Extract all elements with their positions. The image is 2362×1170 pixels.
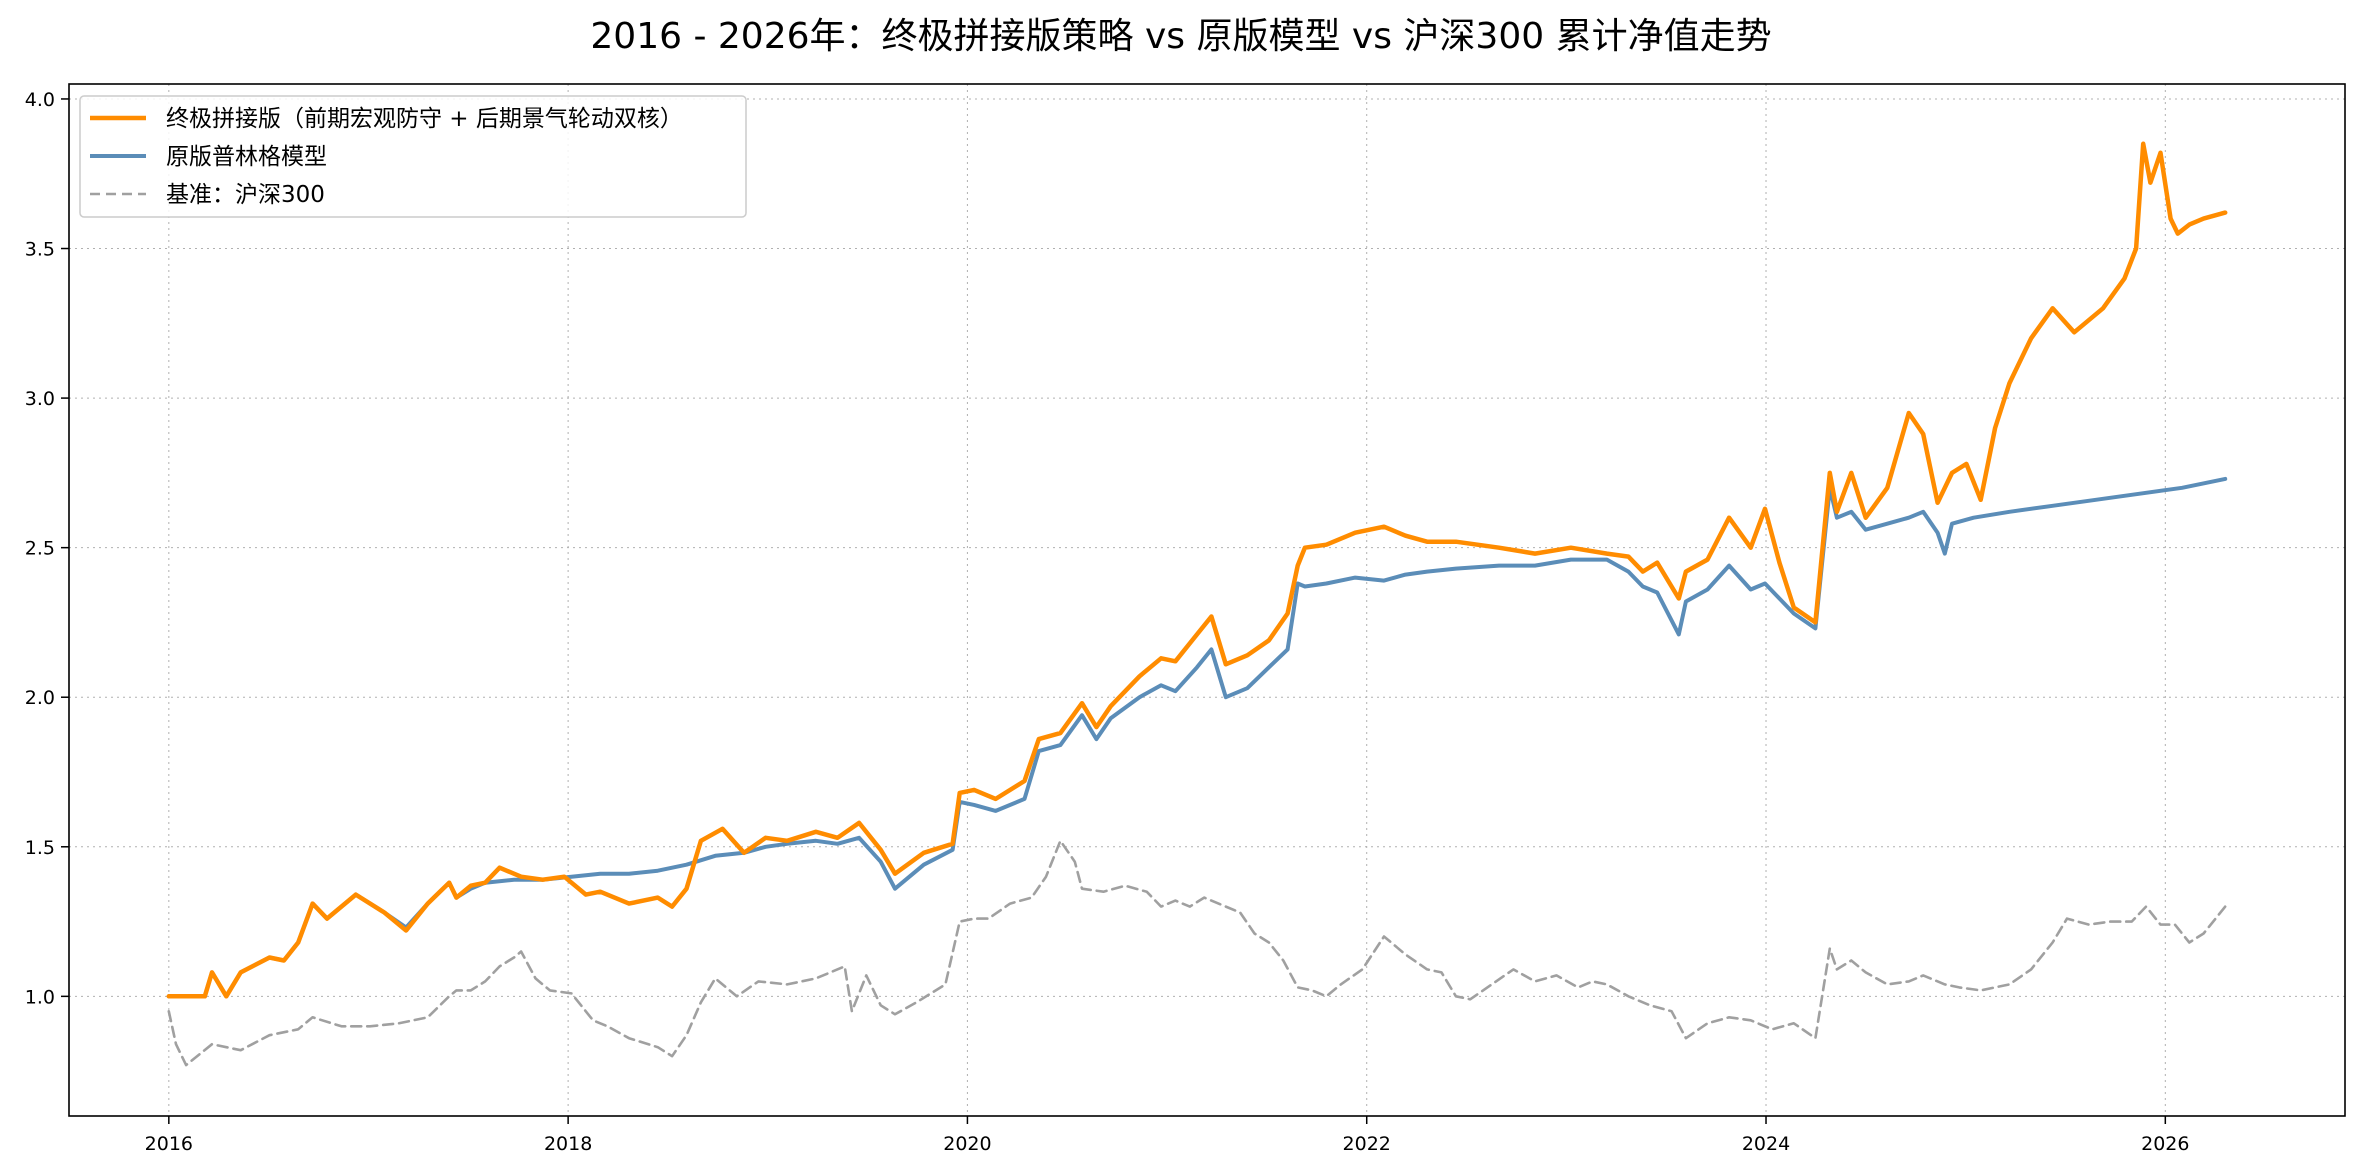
x-tick-label: 2026 — [2141, 1133, 2189, 1155]
y-tick-label: 1.0 — [25, 986, 55, 1008]
series-layer — [166, 141, 2228, 1067]
legend-label-2: 原版普林格模型 — [166, 144, 327, 170]
x-tick-label: 2020 — [943, 1133, 991, 1155]
y-tick-label: 2.0 — [25, 687, 55, 709]
series-line-1 — [166, 141, 2228, 999]
x-tick-label: 2022 — [1343, 1133, 1391, 1155]
y-tick-label: 1.5 — [25, 837, 55, 859]
legend-box — [79, 95, 747, 218]
plot-frame — [68, 83, 2346, 1117]
legend-label-1: 终极拼接版（前期宏观防守 + 后期景气轮动双核） — [166, 106, 683, 132]
legend-label-3: 基准：沪深300 — [166, 182, 325, 208]
chart-title: 2016 - 2026年：终极拼接版策略 vs 原版模型 vs 沪深300 累计… — [590, 16, 1771, 57]
y-tick-label: 2.5 — [25, 538, 55, 560]
x-tick-label: 2024 — [1742, 1133, 1790, 1155]
y-tick-label: 3.0 — [25, 388, 55, 410]
y-tick-label: 3.5 — [25, 239, 55, 261]
x-tick-label: 2018 — [544, 1133, 592, 1155]
axes: 2016 2018 2020 2022 2024 2026 1.0 1.5 2.0 2.5 3.0 3… — [25, 89, 2190, 1155]
series-line-3 — [167, 839, 2227, 1067]
x-tick-label: 2016 — [145, 1133, 193, 1155]
y-tick-label: 4.0 — [25, 89, 55, 111]
